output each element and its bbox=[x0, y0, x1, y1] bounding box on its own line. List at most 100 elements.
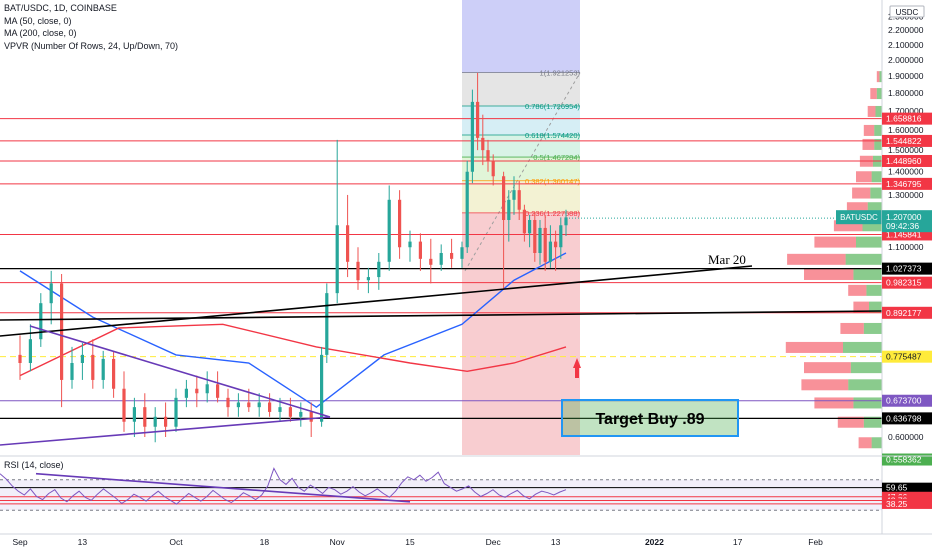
price-tick-label: 1.600000 bbox=[888, 125, 924, 135]
candle-body bbox=[398, 199, 402, 248]
vp-up-bar bbox=[856, 236, 882, 248]
triangle-upper-line bbox=[29, 325, 331, 418]
level-11-tag bbox=[882, 453, 932, 466]
vp-down-bar bbox=[846, 202, 868, 214]
ma50-line bbox=[19, 252, 567, 409]
level-2-tag-label: 1.448960 bbox=[886, 156, 922, 166]
fib-extension-zone bbox=[462, 0, 580, 73]
candle-body bbox=[387, 199, 391, 262]
level-6-tag-label: 0.982315 bbox=[886, 278, 922, 288]
candle-body bbox=[39, 303, 43, 340]
symbol-badge-label: BATUSDC bbox=[840, 213, 878, 222]
level-5-tag bbox=[882, 262, 932, 275]
vp-up-bar bbox=[875, 105, 882, 117]
vp-up-bar bbox=[853, 268, 882, 280]
candle-body bbox=[439, 252, 443, 265]
time-tick-label: 15 bbox=[405, 537, 415, 547]
candle-body bbox=[538, 227, 542, 253]
price-pane: 1(1.921253) 0.786(1.726954) 0.618(1.574420… bbox=[0, 0, 882, 455]
triangle-lower-line bbox=[0, 416, 331, 446]
candle-body bbox=[184, 388, 188, 398]
time-tick-label: Dec bbox=[486, 537, 502, 547]
rsi-line bbox=[0, 467, 567, 505]
price-tick-label: 1.800000 bbox=[888, 88, 924, 98]
current-price-tag bbox=[882, 210, 932, 233]
level-1-tag bbox=[882, 134, 932, 147]
price-tick-label: 1.900000 bbox=[888, 71, 924, 81]
candle-body bbox=[80, 354, 84, 363]
time-tick-label: 17 bbox=[733, 537, 743, 547]
candle-body bbox=[309, 411, 313, 422]
candle-body bbox=[528, 220, 532, 234]
rsi-tag-0 bbox=[882, 482, 932, 493]
candle-body bbox=[278, 407, 282, 412]
candle-body bbox=[486, 150, 490, 161]
time-tick-label: 13 bbox=[78, 537, 88, 547]
level-6-tag bbox=[882, 276, 932, 289]
time-tick-label: 2022 bbox=[645, 537, 664, 547]
rsi-tag-label-0: 59.65 bbox=[886, 483, 908, 493]
vp-down-bar bbox=[848, 284, 867, 296]
time-tick-label: Nov bbox=[330, 537, 346, 547]
candle-body bbox=[366, 277, 370, 281]
candle-body bbox=[481, 137, 485, 151]
candle-body bbox=[543, 227, 547, 262]
candle-body bbox=[247, 402, 251, 408]
candle-body bbox=[470, 101, 474, 172]
fib-label: 0.5(1.467284) bbox=[533, 153, 580, 162]
rsi-legend[interactable]: RSI (14, close) bbox=[4, 460, 64, 470]
level-7-tag-label: 0.892177 bbox=[886, 308, 922, 318]
candle-body bbox=[564, 217, 568, 226]
vp-up-bar bbox=[853, 397, 882, 409]
vp-up-bar bbox=[879, 71, 882, 83]
candle-body bbox=[517, 190, 521, 210]
fib-band-0 bbox=[462, 72, 580, 107]
rsi-band bbox=[0, 479, 882, 511]
candle-body bbox=[299, 411, 303, 417]
candle-body bbox=[507, 199, 511, 220]
time-tick-label: Feb bbox=[808, 537, 823, 547]
current-price-countdown: 09:42:36 bbox=[886, 221, 919, 231]
vp-down-bar bbox=[856, 171, 872, 183]
candle-body bbox=[554, 241, 558, 248]
price-tick-label: 1.100000 bbox=[888, 242, 924, 252]
upper-trendline bbox=[0, 265, 753, 337]
candle-body bbox=[164, 416, 168, 427]
candle-body bbox=[346, 225, 350, 262]
currency-box bbox=[889, 5, 925, 18]
candle-body bbox=[418, 241, 422, 259]
level-9-tag bbox=[882, 394, 932, 407]
fib-band-4 bbox=[462, 180, 580, 213]
candle-body bbox=[377, 261, 381, 278]
target-box bbox=[561, 399, 739, 437]
time-tick-label: 13 bbox=[551, 537, 561, 547]
price-tick-label: 1.400000 bbox=[888, 167, 924, 177]
candle-body bbox=[236, 402, 240, 408]
symbol-title: BAT/USDC, 1D, COINBASE bbox=[4, 3, 117, 13]
vp-down-bar bbox=[814, 236, 856, 248]
vp-up-bar bbox=[850, 362, 882, 374]
vp-up-bar bbox=[863, 416, 882, 428]
legend-ma50[interactable]: MA (50, close, 0) bbox=[4, 15, 72, 26]
legend-vpvr[interactable]: VPVR (Number Of Rows, 24, Up/Down, 70) bbox=[4, 40, 179, 51]
candle-body bbox=[28, 339, 32, 363]
legend-ma200[interactable]: MA (200, close, 0) bbox=[4, 28, 77, 38]
level-10-tag bbox=[882, 412, 932, 425]
candle-body bbox=[559, 225, 563, 248]
vp-down-bar bbox=[863, 124, 875, 136]
candle-body bbox=[325, 293, 329, 355]
current-price-value: 1.207000 bbox=[886, 212, 922, 222]
level-2-tag bbox=[882, 154, 932, 167]
level-0-tag bbox=[882, 112, 932, 125]
fib-band-3 bbox=[462, 157, 580, 181]
candle-body bbox=[101, 358, 105, 380]
level-3-tag-label: 1.346795 bbox=[886, 179, 922, 189]
vp-up-bar bbox=[874, 138, 882, 150]
price-tick-label: 1.700000 bbox=[888, 106, 924, 116]
candle-body bbox=[112, 358, 116, 389]
price-tick-label: 0.600000 bbox=[888, 432, 924, 442]
target-box-label: Target Buy .89 bbox=[595, 411, 704, 428]
level-9-tag-label: 0.673700 bbox=[886, 396, 922, 406]
price-tick-label: 1.300000 bbox=[888, 190, 924, 200]
